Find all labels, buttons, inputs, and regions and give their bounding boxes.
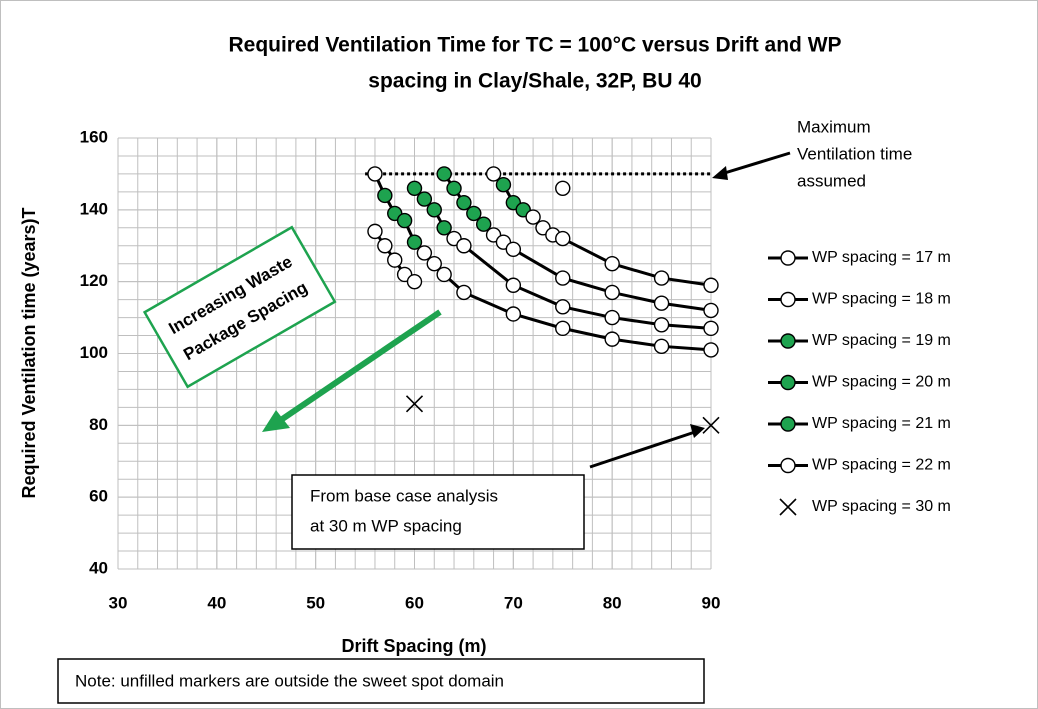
- y-tick-label: 60: [89, 487, 108, 506]
- marker: [416, 245, 433, 261]
- marker: [466, 205, 482, 222]
- marker: [446, 180, 462, 196]
- marker: [505, 306, 522, 322]
- arrow: [273, 309, 442, 427]
- legend-label: WP spacing = 30 m: [812, 498, 951, 515]
- legend-label: WP spacing = 20 m: [812, 374, 951, 391]
- legend: WP spacing = 17 m WP spacing = 18 m WP spa…: [768, 249, 951, 516]
- x-tick-label: 90: [702, 593, 721, 612]
- annotation: Ventilation time: [797, 144, 912, 163]
- note-box: [57, 658, 705, 704]
- marker: [555, 270, 571, 286]
- annotation: at 30 m WP spacing: [310, 516, 462, 535]
- marker: [377, 238, 393, 254]
- annotation: From base case analysis: [310, 486, 498, 505]
- legend-label: WP spacing = 22 m: [812, 457, 951, 474]
- marker: [703, 320, 719, 337]
- marker: [387, 252, 403, 268]
- marker: [703, 302, 719, 319]
- x-tick-label: 60: [405, 593, 424, 612]
- legend-label: WP spacing = 17 m: [812, 249, 951, 266]
- note: Note: unfilled markers are outside the s…: [75, 671, 504, 690]
- y-tick-label: 160: [80, 127, 108, 146]
- marker: [396, 212, 413, 229]
- legend-label: WP spacing = 19 m: [812, 332, 951, 349]
- marker: [367, 166, 383, 182]
- marker: [604, 256, 620, 272]
- marker: [653, 270, 670, 286]
- x-tick-label: 80: [603, 593, 622, 612]
- marker: [436, 266, 452, 283]
- x-tick-label: 30: [109, 593, 128, 612]
- x-tick-label: 40: [207, 593, 226, 612]
- y-tick-label: 140: [80, 199, 108, 218]
- marker: [456, 238, 472, 254]
- marker: [495, 176, 512, 193]
- y-tick-label: 120: [80, 271, 108, 290]
- marker: [653, 338, 670, 355]
- increasing-box: [142, 225, 337, 389]
- marker: [780, 291, 796, 308]
- marker-x: [702, 416, 720, 434]
- marker: [780, 457, 796, 474]
- marker: [505, 277, 522, 293]
- y-tick-label: 80: [89, 415, 108, 434]
- marker: [604, 331, 620, 347]
- marker: [780, 416, 796, 432]
- chart-title: spacing in Clay/Shale, 32P, BU 40: [368, 70, 701, 93]
- marker: [653, 317, 670, 333]
- marker: [653, 295, 670, 311]
- marker-x: [405, 395, 424, 413]
- marker: [604, 309, 620, 326]
- marker: [505, 241, 522, 258]
- x-tick-label: 70: [504, 593, 523, 612]
- marker: [406, 234, 423, 250]
- arrow-head: [690, 424, 705, 438]
- plot: [365, 166, 720, 434]
- marker: [485, 166, 502, 182]
- marker: [780, 250, 796, 266]
- arrow-head: [262, 410, 290, 432]
- marker: [456, 194, 472, 211]
- marker: [555, 180, 571, 196]
- annotation-box: [291, 474, 585, 550]
- marker: [604, 284, 620, 301]
- marker: [780, 374, 796, 391]
- x-tick-label: 50: [306, 593, 325, 612]
- legend-label: WP spacing = 21 m: [812, 415, 951, 432]
- marker: [406, 180, 423, 196]
- marker: [406, 273, 423, 290]
- legend-label: WP spacing = 18 m: [812, 291, 951, 308]
- y-tick-label: 40: [89, 558, 108, 577]
- marker: [525, 209, 541, 225]
- marker: [555, 320, 571, 337]
- annotation-box: [142, 225, 337, 389]
- marker: [426, 202, 442, 218]
- annotation: assumed: [797, 171, 866, 190]
- marker: [703, 277, 719, 293]
- marker: [367, 223, 383, 240]
- y-tick-label: 100: [80, 343, 108, 362]
- marker: [436, 220, 452, 236]
- annotation: Maximum: [797, 117, 871, 136]
- arrow-head: [712, 166, 728, 180]
- arrow: [717, 151, 791, 177]
- y-axis-label: Required Ventilation time (years)T: [19, 207, 39, 498]
- chart-title: Required Ventilation Time for TC = 100°C…: [228, 34, 841, 57]
- marker: [475, 216, 492, 232]
- marker: [377, 187, 393, 204]
- marker: [436, 166, 452, 182]
- marker: [555, 230, 571, 247]
- marker-x: [779, 498, 797, 516]
- marker: [426, 256, 442, 272]
- x-axis-label: Drift Spacing (m): [341, 636, 486, 656]
- marker: [416, 191, 433, 207]
- marker: [703, 342, 719, 358]
- marker: [555, 299, 571, 315]
- marker: [780, 333, 796, 349]
- marker: [456, 284, 472, 301]
- arrow: [589, 430, 696, 469]
